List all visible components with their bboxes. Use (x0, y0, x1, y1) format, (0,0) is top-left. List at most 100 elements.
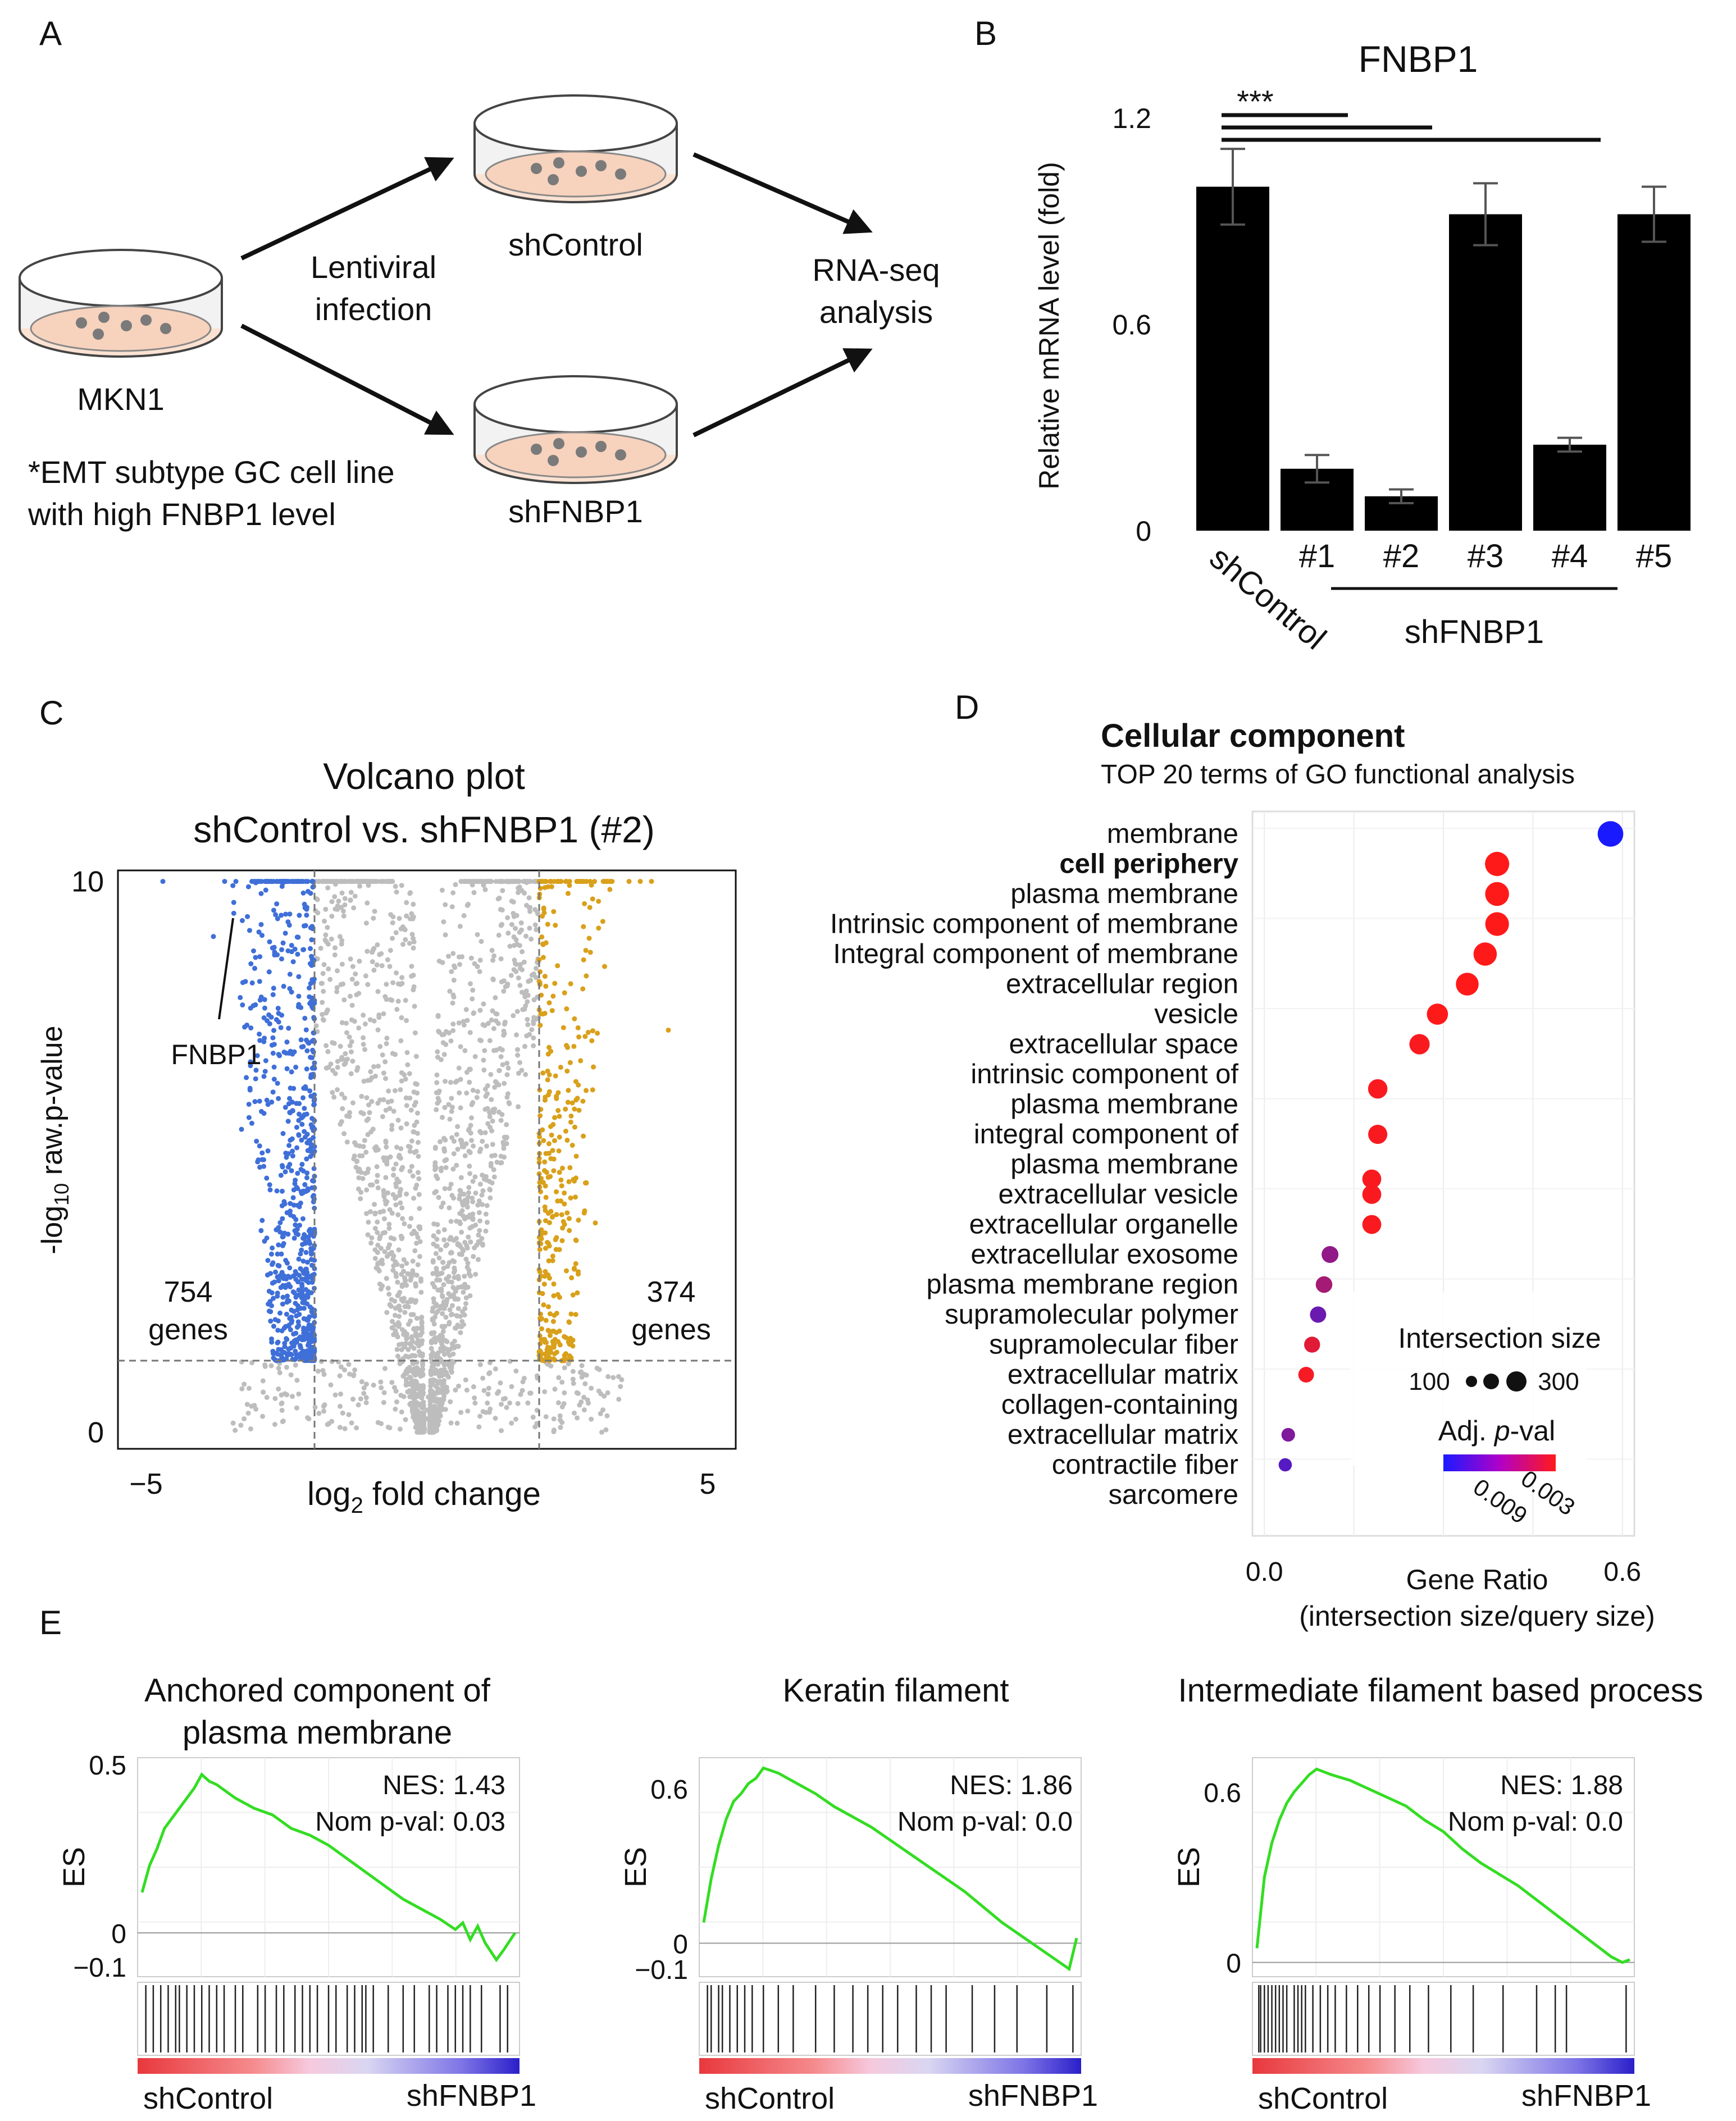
volcano-point (361, 1042, 366, 1047)
volcano-point (321, 1371, 327, 1377)
volcano-point (395, 1279, 400, 1285)
volcano-point (448, 1420, 454, 1426)
volcano-point (452, 963, 457, 969)
volcano-point (348, 1049, 354, 1055)
volcano-point (496, 1109, 502, 1115)
volcano-point (439, 1204, 444, 1210)
volcano-point (253, 1076, 258, 1082)
volcano-point (415, 1262, 421, 1267)
volcano-point (298, 1189, 304, 1194)
size-legend-dot-large (1506, 1371, 1527, 1392)
volcano-point (489, 947, 495, 953)
volcano-point (358, 1196, 363, 1202)
volcano-point (311, 1271, 317, 1277)
volcano-point (539, 934, 545, 939)
volcano-point (230, 883, 236, 888)
volcano-point (268, 1271, 274, 1276)
volcano-point (438, 1057, 444, 1062)
chart-b-ytick: 1.2 (1112, 103, 1151, 134)
panel-label-a: A (39, 15, 62, 52)
volcano-point (375, 1230, 380, 1235)
volcano-point (304, 1048, 310, 1053)
volcano-point (431, 1221, 437, 1227)
volcano-point (240, 1002, 245, 1008)
volcano-point (363, 1400, 369, 1406)
volcano-point (264, 1235, 270, 1241)
volcano-point (573, 1194, 578, 1200)
volcano-point (347, 1114, 352, 1119)
volcano-point (271, 986, 276, 991)
volcano-point (280, 940, 286, 946)
volcano-point (543, 940, 549, 946)
volcano-point (487, 1038, 493, 1043)
volcano-point (356, 991, 362, 996)
volcano-point (293, 1276, 299, 1282)
volcano-point (277, 1220, 283, 1225)
volcano-point (543, 1269, 548, 1274)
volcano-point (546, 1044, 552, 1050)
volcano-point (557, 1170, 562, 1175)
volcano-point (540, 955, 546, 960)
volcano-point (393, 1202, 399, 1208)
volcano-point (370, 950, 375, 955)
volcano-point (248, 1426, 253, 1432)
volcano-point (303, 1356, 309, 1362)
go-term-label: plasma membrane region (926, 1270, 1238, 1300)
volcano-point (397, 1303, 402, 1309)
volcano-point (463, 1377, 468, 1383)
go-term-label: plasma membrane (1010, 1089, 1238, 1120)
gsea-nes: NES: 1.43 (382, 1771, 505, 1800)
volcano-point (252, 1099, 258, 1105)
volcano-point (305, 1292, 311, 1298)
volcano-point (490, 1118, 495, 1124)
volcano-point (449, 1135, 455, 1141)
volcano-point (618, 1384, 623, 1389)
volcano-point (555, 879, 561, 884)
volcano-point (300, 1300, 306, 1306)
volcano-point (537, 1113, 543, 1119)
volcano-point (363, 973, 368, 979)
volcano-point (302, 1349, 307, 1355)
volcano-point (411, 1345, 417, 1351)
volcano-point (258, 922, 264, 927)
volcano-point (409, 932, 415, 937)
volcano-point (442, 1186, 448, 1192)
volcano-point (394, 1184, 399, 1189)
volcano-point (626, 879, 632, 884)
volcano-point (284, 1039, 290, 1045)
volcano-point (579, 1374, 585, 1380)
volcano-point (409, 1334, 414, 1339)
go-point (1473, 942, 1497, 966)
volcano-point (419, 1320, 425, 1325)
volcano-point (268, 1251, 274, 1257)
volcano-point (403, 1417, 408, 1422)
volcano-point (479, 1192, 485, 1198)
volcano-point (349, 1039, 354, 1044)
bar-5 (1617, 214, 1691, 531)
volcano-point (476, 1210, 482, 1215)
volcano-point (384, 1276, 389, 1281)
volcano-point (272, 1421, 277, 1427)
volcano-point (452, 1268, 458, 1274)
volcano-point (308, 1055, 313, 1060)
volcano-point (441, 1377, 447, 1383)
volcano-point (442, 1105, 448, 1110)
volcano-point (436, 1380, 442, 1386)
volcano-point (502, 1155, 507, 1160)
volcano-point (418, 1315, 424, 1321)
volcano-point (347, 993, 353, 999)
volcano-point (459, 1138, 464, 1143)
volcano-point (500, 1396, 506, 1402)
volcano-point (349, 1002, 355, 1008)
volcano-point (375, 1027, 381, 1033)
volcano-point (377, 1234, 383, 1239)
volcano-point (364, 1211, 370, 1216)
volcano-point (487, 1187, 493, 1193)
gsea-hits-frame (1252, 1982, 1635, 2056)
volcano-point (482, 887, 488, 892)
volcano-point (306, 1352, 312, 1357)
chart-c-xlabel: log2 fold change (307, 1476, 541, 1518)
volcano-point (562, 1365, 567, 1371)
volcano-point (525, 992, 531, 998)
